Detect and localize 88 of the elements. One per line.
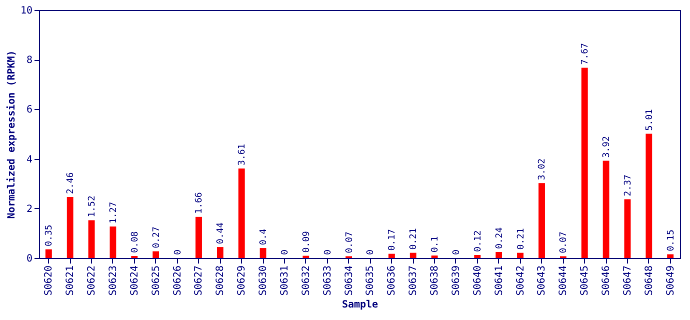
x-tick-label: S0631 [279,266,290,296]
x-tick-label: S0648 [644,266,655,296]
data-label: 0 [452,250,462,255]
x-tick-label: S0625 [150,266,162,296]
x-tick-label: S0640 [472,266,484,296]
data-label: 0.07 [344,232,355,254]
x-tick-label: S0634 [344,266,355,296]
data-label: 2.46 [66,172,76,194]
x-tick-label: S0639 [450,266,462,296]
data-label: 0 [323,250,334,255]
y-tick-label: 6 [26,104,32,116]
bar [260,248,266,258]
bar [538,183,545,258]
x-tick-label: S0626 [172,266,184,296]
data-label: 0.35 [44,224,55,246]
bar [196,216,202,258]
bar [388,254,395,258]
data-label: 0.27 [152,226,162,248]
data-label: 0.17 [388,229,398,251]
data-label: 0.24 [494,227,505,250]
data-label: 1.66 [194,192,205,214]
data-label: 0.21 [516,228,526,250]
bar [602,160,610,258]
x-tick-label: S0637 [408,266,420,296]
bar [581,68,588,258]
bar [624,199,631,258]
x-tick-label: S0633 [322,266,334,296]
x-tick-label: S0632 [300,266,312,296]
bar [496,252,502,258]
bar [66,196,74,258]
data-label: 0.21 [409,228,420,250]
y-tick-label: 10 [20,6,32,16]
x-tick-label: S0643 [536,266,548,296]
bar [152,251,160,258]
data-label: 0.09 [302,231,312,253]
data-label: 5.01 [644,109,655,131]
bar [238,168,245,258]
x-tick-label: S0647 [622,266,634,296]
bar [216,247,224,258]
x-tick-label: S0627 [194,266,205,296]
data-label: 0 [366,250,376,255]
x-axis-title: Sample [342,300,378,311]
data-label: 0.44 [216,222,226,244]
bar [517,252,524,258]
x-tick-label: S0649 [665,266,676,296]
data-label: 0.12 [473,230,484,252]
x-tick-label: S0621 [65,266,76,296]
x-tick-label: S0638 [430,266,441,296]
data-label: 7.67 [580,43,591,65]
y-tick-label: 2 [26,204,32,215]
bar [667,254,674,258]
data-label: 0.1 [430,236,441,253]
x-tick-label: S0635 [365,266,376,296]
data-label: 3.92 [602,136,612,158]
data-label: 1.27 [108,202,119,224]
x-tick-label: S0641 [494,266,505,296]
data-label: 3.61 [238,144,248,166]
bar [110,226,116,258]
data-label: 0.07 [559,232,570,254]
x-tick-label: S0622 [86,266,98,296]
data-label: 0 [280,250,290,255]
bar [45,249,52,258]
bar [474,255,481,258]
y-axis-title: Normalized expression (RPKM) [5,50,18,219]
data-label: 3.02 [538,158,548,180]
data-label: 0 [173,250,184,255]
x-tick-label: S0644 [558,266,570,296]
x-tick-label: S0642 [515,266,526,296]
x-tick-label: S0629 [236,266,248,296]
x-tick-label: S0646 [601,266,612,296]
x-tick-label: S0636 [386,266,398,296]
x-tick-label: S0624 [129,266,140,296]
data-label: 1.52 [88,196,98,218]
data-label: 0.08 [130,231,140,254]
data-label: 0.4 [259,228,270,246]
y-tick-label: 8 [26,55,32,66]
bar [646,134,652,258]
x-tick-label: S0645 [580,266,591,296]
data-label: 0.15 [666,230,676,252]
y-tick-label: 4 [26,154,32,166]
x-tick-label: S0623 [108,266,119,296]
bar [88,220,95,258]
x-tick-label: S0620 [44,266,55,296]
x-tick-label: S0630 [258,266,270,296]
bar [410,252,416,258]
x-tick-label: S0628 [215,266,226,296]
data-label: 2.37 [623,174,634,196]
y-tick-label: 0 [26,254,32,264]
